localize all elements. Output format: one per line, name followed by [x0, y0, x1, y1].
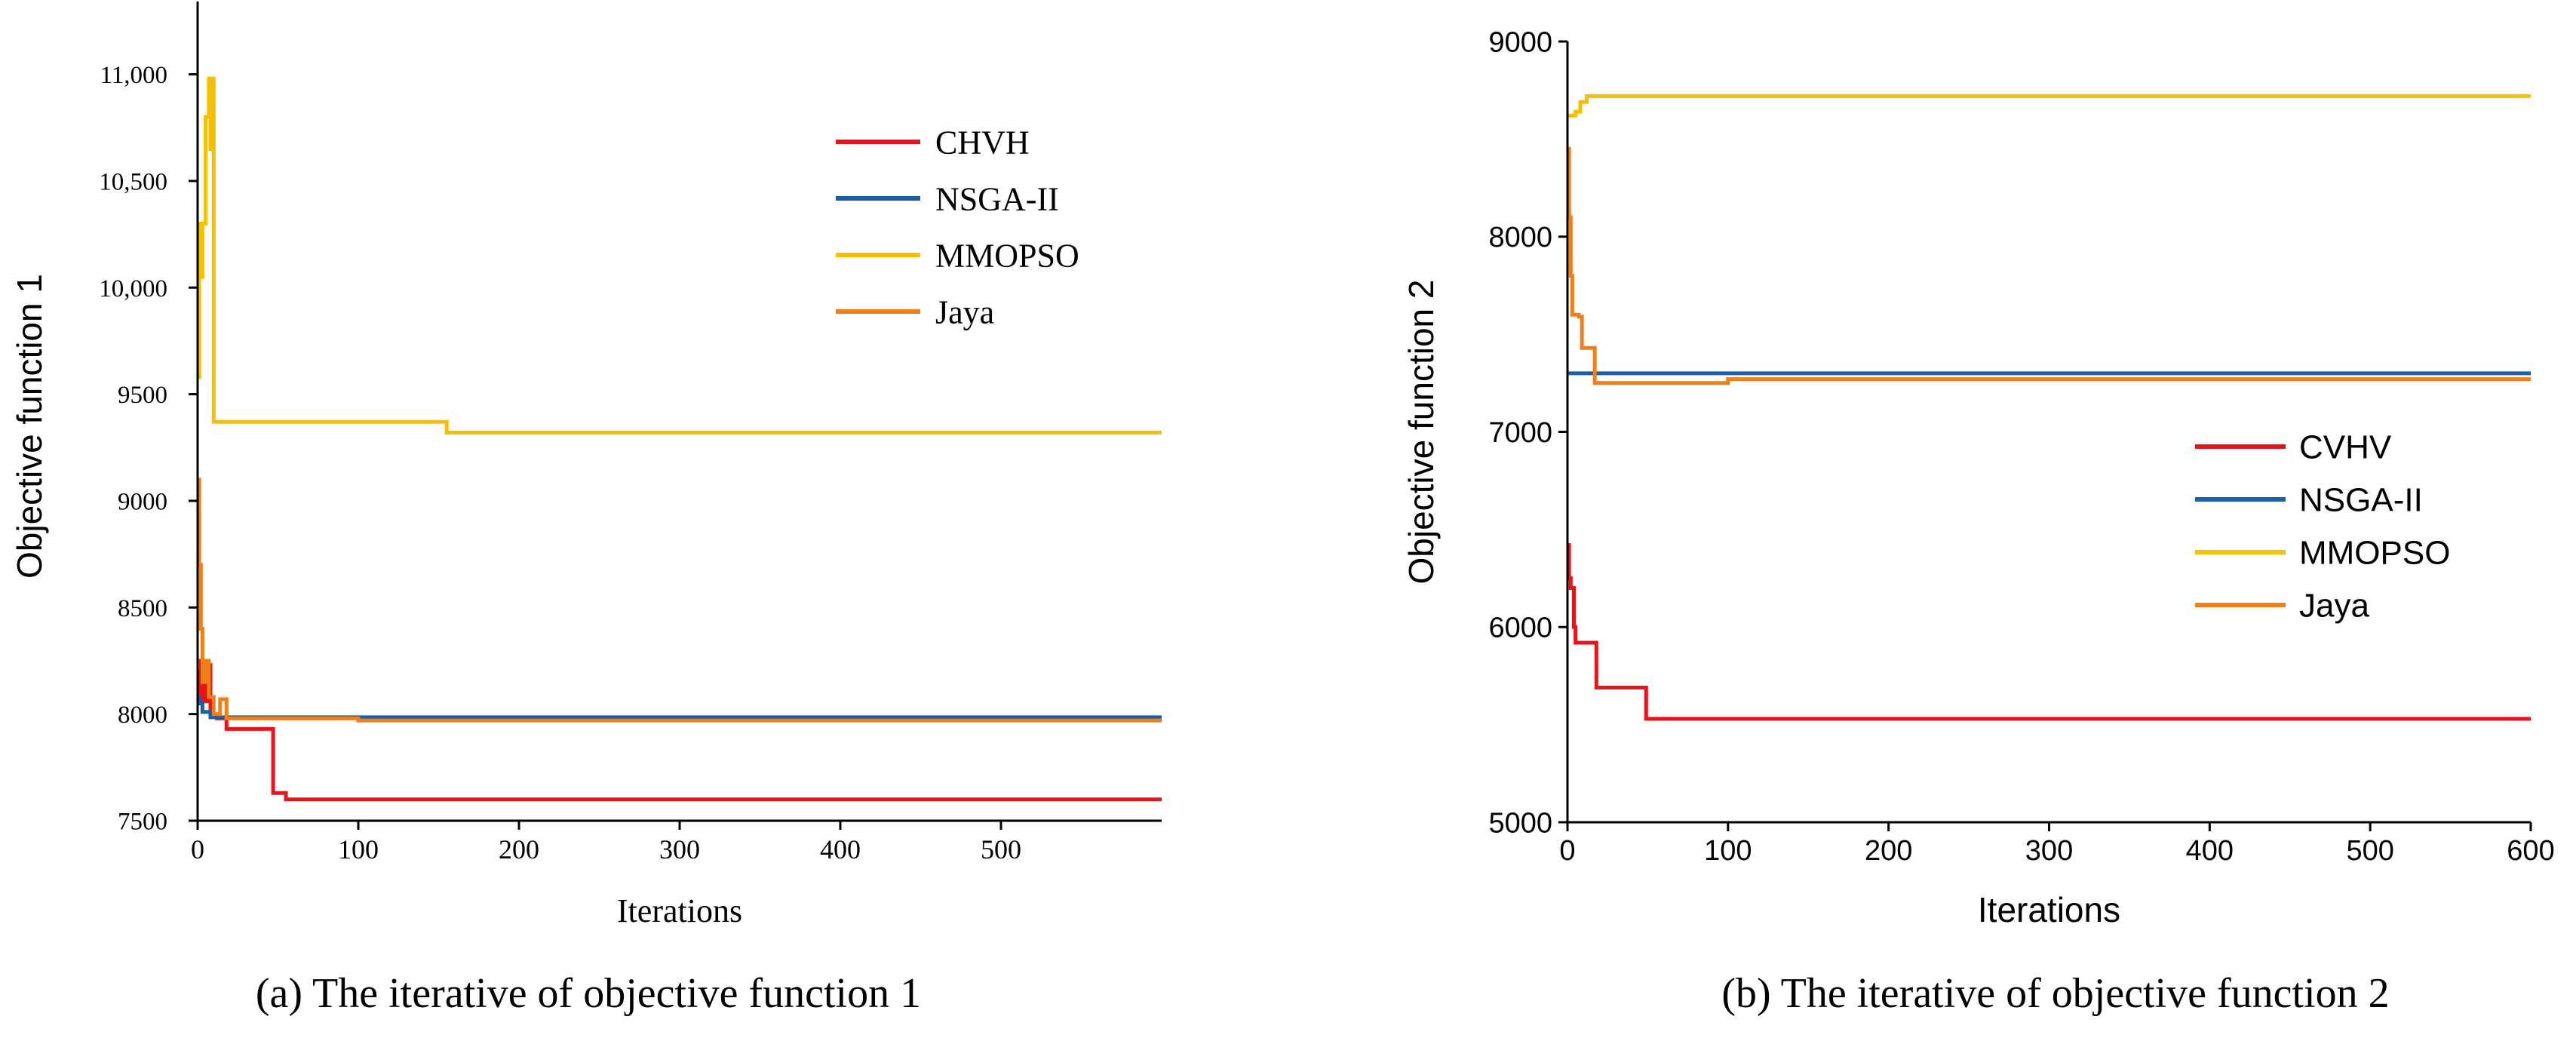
y-tick-label: 9000	[1488, 26, 1552, 58]
series-line-nsga-ii	[197, 695, 1162, 720]
x-tick-label: 500	[2346, 835, 2393, 867]
y-tick-label: 5000	[1488, 807, 1552, 839]
legend-label: CHVH	[935, 124, 1030, 161]
legend: CVHV NSGA-II MMOPSO Jaya	[2195, 428, 2450, 624]
y-tick-label: 10,000	[99, 275, 167, 302]
x-tick-label: 200	[499, 834, 539, 864]
y-tick-label: 7500	[118, 809, 167, 836]
panel-a: 0 100 200 300 400 500 7500 8000 8500 9000 9500 10,0…	[10, 2, 1162, 1017]
x-tick-label: 600	[2507, 835, 2554, 867]
legend-label: Jaya	[935, 293, 994, 330]
series-line-mmopso	[197, 76, 1162, 435]
legend-label: MMOPSO	[935, 237, 1079, 274]
x-tick-label: 100	[1704, 835, 1752, 867]
x-tick-label: 0	[191, 834, 204, 864]
legend-label: CVHV	[2299, 428, 2392, 465]
legend-label: Jaya	[2299, 587, 2369, 624]
x-tick-label: 200	[1865, 835, 1912, 867]
y-tick-label: 11,000	[100, 62, 167, 89]
y-tick-label: 6000	[1488, 613, 1552, 644]
y-tick-label: 7000	[1488, 417, 1552, 449]
x-tick-label: 300	[2025, 835, 2073, 867]
y-tick-label: 9500	[118, 382, 167, 409]
y-axis-label: Objective function 2	[1402, 279, 1441, 584]
y-tick-label: 8500	[118, 595, 167, 622]
x-tick-label: 0	[1559, 835, 1575, 867]
x-tick-label: 300	[659, 834, 700, 864]
y-axis-label: Objective function 1	[10, 274, 49, 579]
panel-b: 0 100 200 300 400 500 600 5000 6000 7000 8000 9000 I…	[1402, 26, 2555, 1017]
series-line-cvhv	[1567, 543, 2531, 721]
x-tick-label: 500	[981, 834, 1021, 864]
legend: CHVH NSGA-II MMOPSO Jaya	[836, 124, 1079, 330]
x-tick-label: 400	[2186, 835, 2234, 867]
series-line-jaya	[1567, 146, 2531, 385]
legend-label: NSGA-II	[935, 180, 1059, 217]
y-tick-label: 9000	[118, 488, 167, 515]
x-tick-label: 400	[820, 834, 861, 864]
series-line-jaya	[197, 478, 1162, 723]
y-tick-label: 8000	[1488, 222, 1552, 253]
x-axis-label: Iterations	[617, 892, 742, 929]
series-line-chvh	[197, 659, 1162, 802]
x-tick-label: 100	[338, 834, 379, 864]
x-axis-label: Iterations	[1978, 890, 2120, 929]
y-tick-label: 10,500	[99, 168, 167, 195]
series-line-mmopso	[1567, 94, 2531, 118]
legend-label: MMOPSO	[2299, 534, 2450, 571]
legend-label: NSGA-II	[2299, 481, 2423, 518]
panel-caption: (a) The iterative of objective function …	[256, 970, 921, 1017]
panel-caption: (b) The iterative of objective function …	[1721, 970, 2389, 1017]
y-tick-label: 8000	[118, 702, 167, 729]
